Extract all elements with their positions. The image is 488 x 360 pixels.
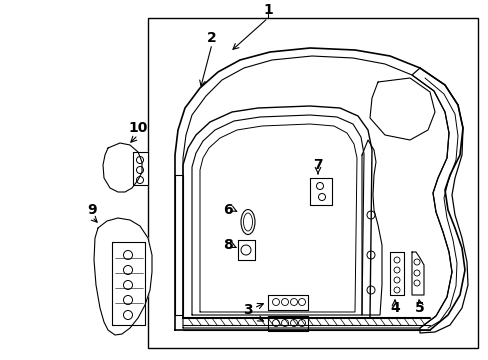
Polygon shape <box>175 48 464 330</box>
Polygon shape <box>238 240 254 260</box>
Polygon shape <box>103 143 142 192</box>
Text: 1: 1 <box>263 3 272 17</box>
Polygon shape <box>267 316 307 331</box>
Ellipse shape <box>243 213 252 231</box>
Polygon shape <box>133 152 148 185</box>
Ellipse shape <box>241 210 254 234</box>
Polygon shape <box>411 68 467 333</box>
Text: 2: 2 <box>207 31 217 45</box>
Text: 9: 9 <box>87 203 97 217</box>
Polygon shape <box>361 140 381 315</box>
Polygon shape <box>389 252 403 295</box>
Polygon shape <box>309 178 331 205</box>
Text: 4: 4 <box>389 301 399 315</box>
Polygon shape <box>369 78 434 140</box>
Polygon shape <box>183 106 371 318</box>
Text: 5: 5 <box>414 301 424 315</box>
Text: 10: 10 <box>128 121 147 135</box>
Polygon shape <box>112 242 145 325</box>
Text: 7: 7 <box>312 158 322 172</box>
Text: 8: 8 <box>223 238 232 252</box>
Bar <box>148 18 477 348</box>
Polygon shape <box>94 218 152 335</box>
Polygon shape <box>411 252 423 295</box>
Text: 6: 6 <box>223 203 232 217</box>
Text: 3: 3 <box>243 303 252 317</box>
Polygon shape <box>267 295 307 310</box>
